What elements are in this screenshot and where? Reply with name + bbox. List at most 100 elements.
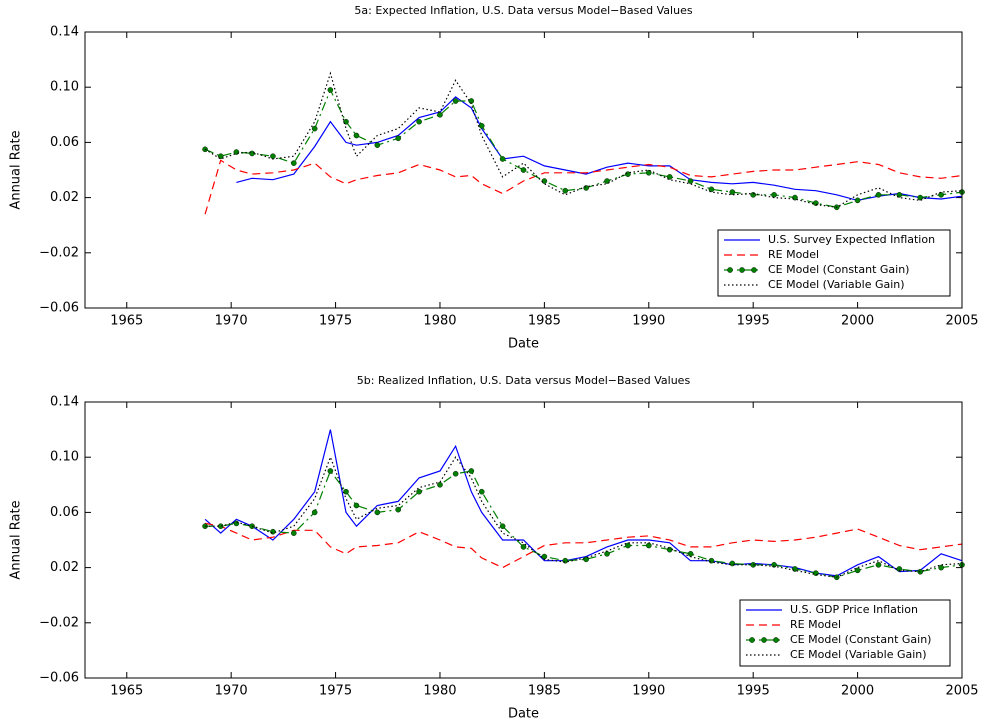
series-marker (771, 562, 777, 568)
series-marker (311, 125, 318, 132)
series-line (205, 455, 963, 578)
series-marker (645, 169, 652, 176)
x-tick-label: 1970 (215, 314, 248, 329)
series-marker (270, 153, 276, 159)
series-marker (771, 192, 777, 198)
series-marker (499, 523, 506, 530)
series-marker (583, 185, 589, 191)
legend-label: CE Model (Constant Gain) (790, 633, 931, 646)
y-tick-label: 0.10 (50, 80, 79, 95)
series-marker (217, 153, 224, 159)
series-marker (750, 562, 756, 568)
legend-marker (739, 267, 745, 273)
series-marker (520, 544, 527, 550)
plot-frame (84, 401, 963, 679)
series-marker (353, 502, 360, 509)
series-marker (729, 189, 736, 195)
legend-marker (751, 267, 757, 273)
legend-label: CE Model (Constant Gain) (768, 263, 909, 276)
y-tick-label: −0.06 (39, 301, 79, 316)
x-tick-label: 1975 (319, 684, 352, 699)
series-marker (687, 551, 694, 557)
series-marker (468, 468, 475, 474)
series-marker (202, 523, 208, 530)
y-tick-label: 0.02 (50, 190, 79, 205)
y-tick-label: 0.14 (50, 395, 79, 410)
x-tick-label: 1995 (737, 314, 770, 329)
series-marker (938, 192, 944, 198)
y-axis-label: Annual Rate (9, 500, 24, 579)
x-tick-label: 1995 (737, 684, 770, 699)
x-tick-label: 1965 (110, 314, 143, 329)
series-marker (478, 488, 485, 495)
series-line (204, 159, 963, 215)
series-marker (416, 488, 422, 495)
legend-label: RE Model (768, 248, 819, 261)
series-line (204, 88, 963, 208)
y-tick-label: 0.10 (50, 450, 79, 465)
y-tick-label: 0.06 (50, 135, 79, 150)
series-marker (520, 167, 527, 173)
chart-title: 5a: Expected Inflation, U.S. Data versus… (354, 4, 692, 17)
series-marker (327, 468, 334, 474)
series-line (204, 429, 963, 577)
series-line (236, 96, 963, 202)
series-marker (478, 123, 485, 129)
series-marker (854, 197, 861, 204)
y-tick-label: −0.02 (39, 615, 79, 630)
series-marker (233, 520, 240, 527)
series-marker (645, 542, 652, 549)
series-line (205, 469, 963, 578)
series-marker (270, 528, 276, 535)
series-marker (437, 481, 443, 488)
legend-marker (773, 637, 779, 643)
x-tick-label: 1965 (110, 684, 143, 699)
legend-marker (727, 267, 733, 273)
series-marker (854, 567, 861, 574)
series-marker (249, 150, 255, 157)
series-marker (896, 192, 903, 198)
x-tick-label: 2000 (841, 314, 874, 329)
y-axis-label: Annual Rate (9, 130, 24, 209)
series-marker (395, 506, 402, 513)
series-marker (708, 186, 715, 193)
series-marker (604, 178, 610, 184)
series-marker (374, 142, 381, 148)
x-tick-label: 1980 (423, 314, 456, 329)
series-marker (291, 530, 297, 536)
series-marker (708, 557, 715, 564)
series-marker (452, 98, 459, 104)
plot-area (202, 71, 965, 215)
legend-label: RE Model (790, 618, 841, 631)
x-tick-label: 1980 (423, 684, 456, 699)
x-tick-label: 1985 (528, 684, 561, 699)
series-marker (604, 551, 610, 557)
y-tick-label: 0.06 (50, 505, 79, 520)
series-marker (541, 178, 548, 184)
series-marker (875, 562, 882, 568)
y-tick-label: −0.06 (39, 671, 79, 686)
series-marker (938, 564, 944, 571)
series-marker (541, 553, 548, 560)
series-line (204, 522, 963, 569)
legend-label: CE Model (Variable Gain) (790, 648, 927, 661)
legend-marker (749, 637, 755, 643)
series-marker (917, 194, 924, 201)
x-axis-label: Date (508, 337, 539, 352)
legend-label: U.S. GDP Price Inflation (790, 603, 918, 616)
x-tick-label: 1985 (528, 314, 561, 329)
series-marker (343, 488, 349, 495)
series-marker (452, 470, 459, 477)
x-tick-label: 1990 (632, 314, 665, 329)
series-marker (562, 187, 569, 194)
series-marker (896, 566, 903, 572)
series-marker (562, 557, 569, 564)
x-axis-label: Date (508, 707, 539, 722)
chart-title: 5b: Realized Inflation, U.S. Data versus… (357, 374, 691, 387)
x-tick-label: 2005 (945, 314, 978, 329)
legend-label: CE Model (Variable Gain) (768, 278, 905, 291)
series-marker (395, 135, 402, 142)
x-tick-label: 2005 (945, 684, 978, 699)
y-tick-label: 0.14 (50, 25, 79, 40)
series-marker (875, 192, 882, 198)
